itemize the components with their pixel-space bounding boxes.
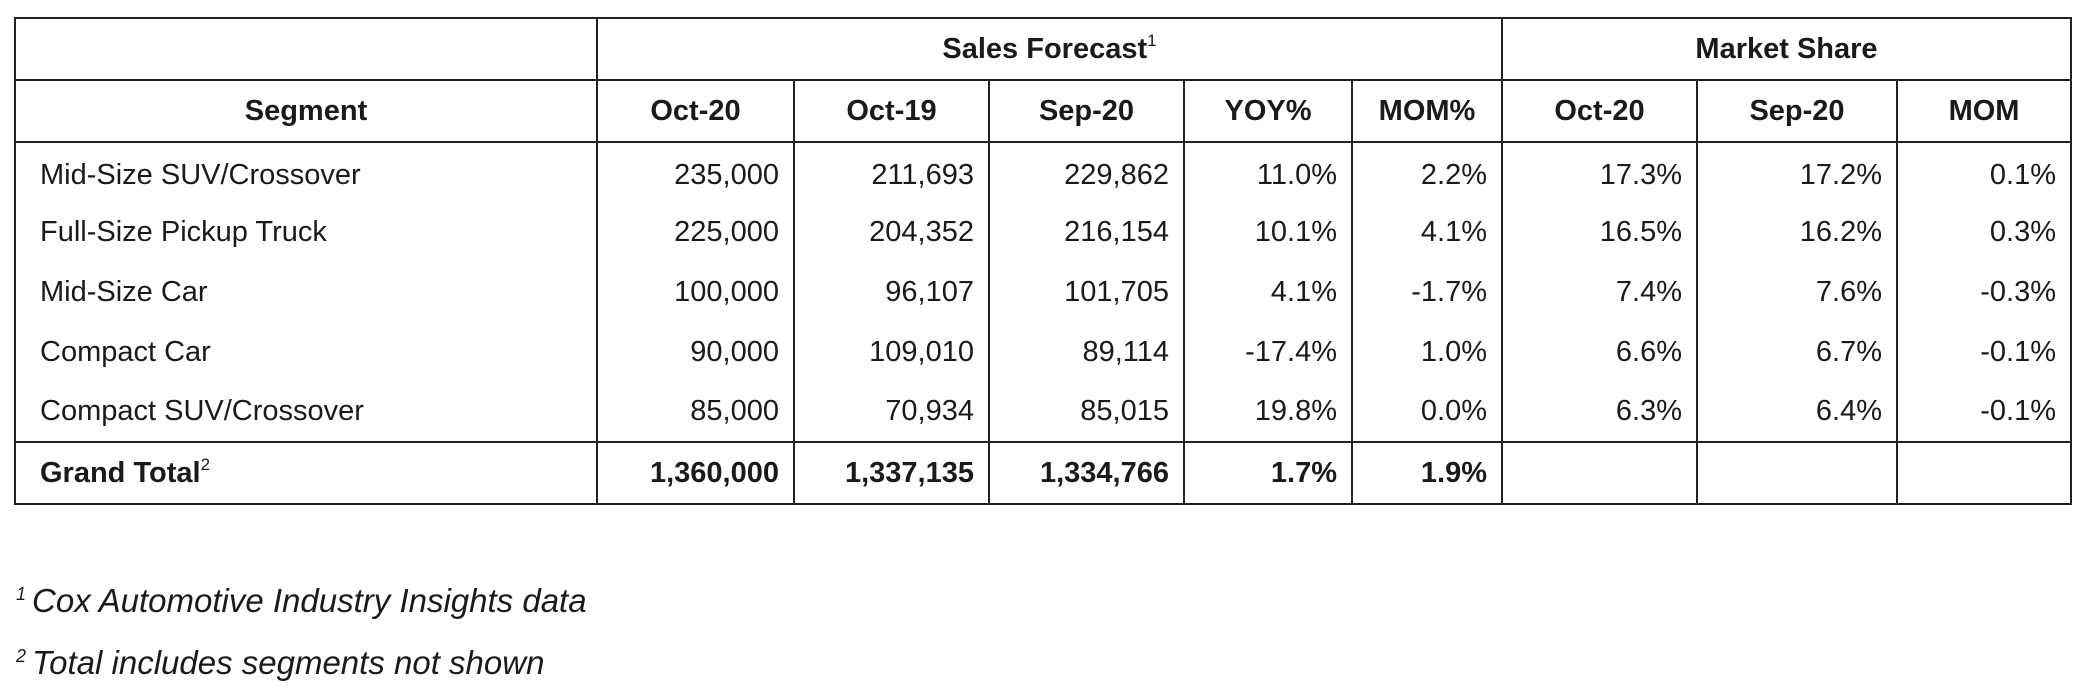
table-row: Mid-Size Car 100,000 96,107 101,705 4.1%… [14, 262, 2072, 322]
table-row: Full-Size Pickup Truck 225,000 204,352 2… [14, 202, 2072, 262]
ms-mom-cell: -0.1% [1896, 382, 2072, 442]
footnote-2: 2 Total includes segments not shown [16, 632, 587, 694]
ms-sep20-cell: 6.7% [1696, 322, 1898, 382]
ms-mom-cell: 0.3% [1896, 202, 2072, 262]
sep20-cell: 229,862 [988, 142, 1185, 202]
mom-cell: 2.2% [1351, 142, 1503, 202]
oct19-cell: 96,107 [793, 262, 990, 322]
column-header-row: Segment Oct-20 Oct-19 Sep-20 YOY% MOM% O… [14, 79, 2072, 143]
oct20-cell: 235,000 [596, 142, 795, 202]
oct19-cell: 204,352 [793, 202, 990, 262]
sales-forecast-group-header: Sales Forecast1 [596, 17, 1503, 81]
footnote-marker: 1 [1147, 30, 1157, 50]
ms-oct20-cell: 16.5% [1501, 202, 1698, 262]
mom-cell: 1.0% [1351, 322, 1503, 382]
oct19-cell: 70,934 [793, 382, 990, 442]
ms-sep20-cell: 7.6% [1696, 262, 1898, 322]
oct20-cell: 100,000 [596, 262, 795, 322]
oct20-cell: 225,000 [596, 202, 795, 262]
footnote-marker: 2 [200, 454, 211, 474]
oct19-cell: 211,693 [793, 142, 990, 202]
total-sep20-cell: 1,334,766 [988, 441, 1185, 505]
yoy-cell: -17.4% [1183, 322, 1353, 382]
mom-pct-header: MOM% [1351, 79, 1503, 143]
footnote-marker: 1 [16, 584, 27, 604]
yoy-cell: 10.1% [1183, 202, 1353, 262]
ms-sep20-header: Sep-20 [1696, 79, 1898, 143]
sf-oct20-header: Oct-20 [596, 79, 795, 143]
sf-sep20-header: Sep-20 [988, 79, 1185, 143]
yoy-cell: 4.1% [1183, 262, 1353, 322]
ms-mom-cell: 0.1% [1896, 142, 2072, 202]
footnote-1: 1 Cox Automotive Industry Insights data [16, 570, 587, 632]
footnote-text: Cox Automotive Industry Insights data [32, 582, 587, 619]
yoy-cell: 19.8% [1183, 382, 1353, 442]
group-header-row: Sales Forecast1 Market Share [14, 17, 2072, 81]
oct20-cell: 90,000 [596, 322, 795, 382]
sep20-cell: 216,154 [988, 202, 1185, 262]
grand-total-label: Grand Total [40, 456, 201, 489]
ms-mom-header: MOM [1896, 79, 2072, 143]
corner-cell [14, 17, 598, 80]
total-ms-mom-cell [1896, 441, 2072, 505]
segment-cell: Full-Size Pickup Truck [14, 202, 598, 262]
total-oct19-cell: 1,337,135 [793, 441, 990, 505]
sales-forecast-label: Sales Forecast [942, 32, 1148, 65]
sales-forecast-table: Sales Forecast1 Market Share Segment Oct… [14, 17, 2072, 505]
ms-sep20-cell: 16.2% [1696, 202, 1898, 262]
segment-cell: Mid-Size Car [14, 262, 598, 322]
segment-cell: Compact SUV/Crossover [14, 382, 598, 442]
ms-oct20-cell: 6.3% [1501, 382, 1698, 442]
segment-cell: Compact Car [14, 322, 598, 382]
ms-oct20-cell: 6.6% [1501, 322, 1698, 382]
sep20-cell: 101,705 [988, 262, 1185, 322]
total-ms-oct20-cell [1501, 441, 1698, 505]
oct20-cell: 85,000 [596, 382, 795, 442]
footnote-text: Total includes segments not shown [32, 644, 545, 681]
total-mom-cell: 1.9% [1351, 441, 1503, 505]
mom-cell: -1.7% [1351, 262, 1503, 322]
segment-cell: Mid-Size SUV/Crossover [14, 142, 598, 202]
sep20-cell: 85,015 [988, 382, 1185, 442]
market-share-group-header: Market Share [1501, 17, 2072, 81]
total-oct20-cell: 1,360,000 [596, 441, 795, 505]
table-row: Mid-Size SUV/Crossover 235,000 211,693 2… [14, 142, 2072, 202]
grand-total-row: Grand Total2 1,360,000 1,337,135 1,334,7… [14, 441, 2072, 505]
yoy-cell: 11.0% [1183, 142, 1353, 202]
footnotes: 1 Cox Automotive Industry Insights data 2… [16, 570, 587, 694]
ms-oct20-header: Oct-20 [1501, 79, 1698, 143]
segment-header: Segment [14, 79, 598, 143]
mom-cell: 0.0% [1351, 382, 1503, 442]
table-row: Compact Car 90,000 109,010 89,114 -17.4%… [14, 322, 2072, 382]
ms-mom-cell: -0.1% [1896, 322, 2072, 382]
mom-cell: 4.1% [1351, 202, 1503, 262]
grand-total-label-cell: Grand Total2 [14, 441, 598, 505]
ms-oct20-cell: 7.4% [1501, 262, 1698, 322]
oct19-cell: 109,010 [793, 322, 990, 382]
ms-mom-cell: -0.3% [1896, 262, 2072, 322]
sf-oct19-header: Oct-19 [793, 79, 990, 143]
total-ms-sep20-cell [1696, 441, 1898, 505]
ms-oct20-cell: 17.3% [1501, 142, 1698, 202]
yoy-header: YOY% [1183, 79, 1353, 143]
ms-sep20-cell: 6.4% [1696, 382, 1898, 442]
total-yoy-cell: 1.7% [1183, 441, 1353, 505]
ms-sep20-cell: 17.2% [1696, 142, 1898, 202]
table-row: Compact SUV/Crossover 85,000 70,934 85,0… [14, 382, 2072, 442]
footnote-marker: 2 [16, 646, 27, 666]
sep20-cell: 89,114 [988, 322, 1185, 382]
sales-forecast-table-container: Sales Forecast1 Market Share Segment Oct… [14, 17, 2072, 505]
